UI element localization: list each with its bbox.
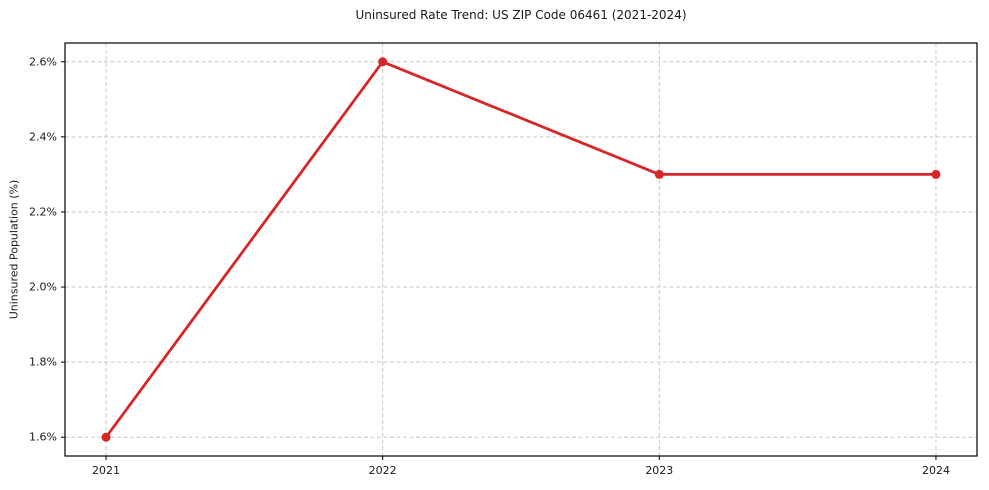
trend-line xyxy=(104,60,938,439)
y-tick-label: 2.2% xyxy=(29,205,57,218)
y-tick-label: 2.0% xyxy=(29,281,57,294)
y-tick-label: 2.4% xyxy=(29,130,57,143)
x-tick-label: 2024 xyxy=(922,464,950,477)
x-tick-label: 2023 xyxy=(645,464,673,477)
x-tick-label: 2022 xyxy=(369,464,397,477)
x-tick-label: 2021 xyxy=(92,464,120,477)
plot-border xyxy=(64,42,978,457)
data-point-marker xyxy=(378,57,388,67)
chart-title: Uninsured Rate Trend: US ZIP Code 06461 … xyxy=(355,8,687,22)
y-tick-label: 1.6% xyxy=(29,431,57,444)
data-point-marker xyxy=(654,169,664,179)
y-tick-label: 2.6% xyxy=(29,55,57,68)
y-tick-label: 1.8% xyxy=(29,356,57,369)
data-point-marker xyxy=(931,169,941,179)
data-point-marker xyxy=(101,432,111,442)
